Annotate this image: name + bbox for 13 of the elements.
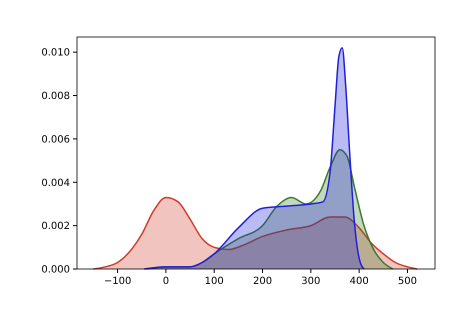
- x-tick-label: 200: [252, 276, 272, 287]
- x-tick-label: 100: [204, 276, 224, 287]
- y-tick-label: 0.004: [41, 178, 70, 189]
- x-tick-label: 500: [398, 276, 418, 287]
- y-tick-label: 0.000: [41, 264, 70, 276]
- y-tick-label: 0.002: [41, 221, 70, 232]
- x-tick-label: 400: [350, 276, 369, 287]
- x-tick-label: −100: [104, 276, 132, 287]
- x-tick-label: 300: [301, 276, 320, 287]
- y-tick-label: 0.006: [41, 134, 70, 146]
- x-tick-label: 0: [162, 276, 170, 287]
- y-tick-label: 0.008: [41, 91, 70, 102]
- y-tick-label: 0.010: [41, 48, 70, 59]
